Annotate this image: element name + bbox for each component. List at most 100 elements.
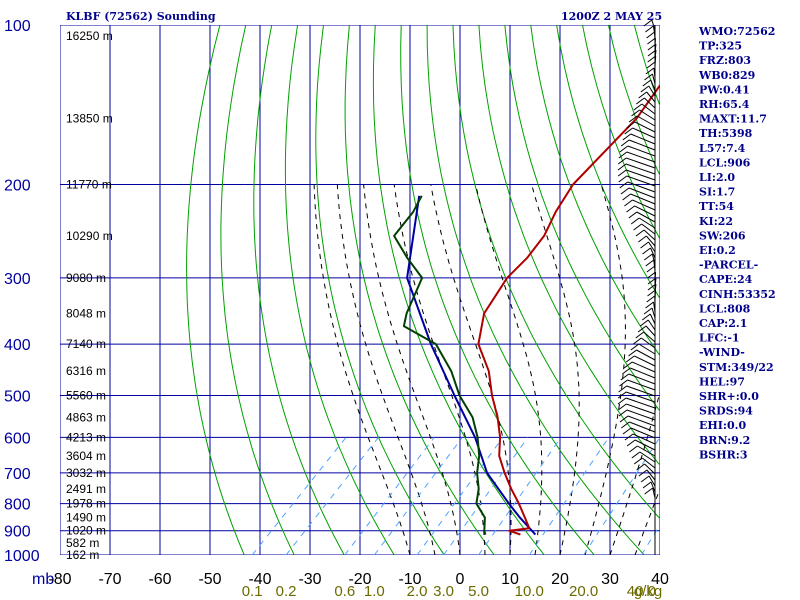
- wind-barb: [651, 307, 656, 319]
- height-label: 4863 m: [66, 410, 106, 424]
- wind-barb: [640, 337, 656, 349]
- wind-barb-flag: [646, 295, 656, 303]
- wind-barb: [630, 367, 656, 379]
- sounding-traces: [393, 83, 660, 536]
- index-value: PW:0.41: [699, 83, 750, 96]
- wind-barb: [631, 361, 656, 373]
- pressure-tick-label: 800: [4, 497, 31, 514]
- index-value: FRZ:803: [699, 54, 751, 67]
- dry-adiabat: [253, 25, 345, 555]
- temp-tick-label: 10: [501, 571, 519, 588]
- wind-barb-flag: [631, 109, 640, 117]
- wind-barb-flag: [622, 133, 632, 141]
- wind-barb-flag: [647, 43, 657, 51]
- mixing-ratio-tick-label: 10.0: [515, 583, 544, 600]
- wind-barb-flag: [647, 289, 656, 297]
- wind-barb-flag: [636, 97, 645, 105]
- wind-barb: [645, 325, 656, 337]
- wind-barb-flag: [645, 25, 654, 33]
- wind-barb-flag: [633, 103, 643, 111]
- wind-barb-flag: [647, 49, 657, 57]
- dry-adiabat: [220, 25, 295, 555]
- index-value: TH:5398: [699, 127, 753, 140]
- index-value: RH:65.4: [699, 98, 750, 111]
- wind-barb: [646, 91, 656, 103]
- wind-barb-flag: [647, 271, 656, 279]
- wind-barb-flag: [636, 463, 645, 471]
- pressure-tick-label: 300: [4, 271, 31, 288]
- temp-tick-label: -70: [98, 571, 121, 588]
- height-label: 3604 m: [66, 449, 106, 463]
- moist-adiabat: [336, 184, 436, 555]
- temp-tick-label: 30: [601, 571, 619, 588]
- wind-barb-column: [617, 19, 657, 555]
- index-panel: WMO:72562 TP:325 FRZ:803 WB0:829 PW:0.41 RH:6…: [698, 25, 776, 461]
- wind-barb: [626, 151, 656, 163]
- wind-barb-flag: [647, 277, 657, 285]
- wind-barb-flag: [625, 355, 635, 363]
- temperature-trace: [477, 83, 660, 536]
- wind-barb-flag: [622, 193, 631, 201]
- height-label: 3032 m: [66, 466, 106, 480]
- wind-barb: [639, 109, 656, 121]
- wind-barb-flag: [640, 241, 649, 249]
- mixing-ratio-tick-label: 20.0: [569, 583, 598, 600]
- index-value: -WIND-: [699, 346, 745, 359]
- index-value: LCL:906: [699, 156, 751, 169]
- index-value: SW:206: [699, 229, 746, 242]
- wind-barb-flag: [624, 127, 633, 135]
- wind-barb-flag: [630, 217, 640, 225]
- temp-tick-label: -20: [348, 571, 371, 588]
- wind-barb: [634, 205, 656, 217]
- wind-barb: [627, 415, 656, 427]
- wind-barb: [625, 391, 656, 403]
- mixing-ratio-tick-label: 1.0: [364, 583, 385, 600]
- height-label: 13850 m: [66, 111, 113, 125]
- wind-barb: [654, 43, 657, 55]
- height-label: 6316 m: [66, 364, 106, 378]
- wind-barb: [639, 451, 656, 463]
- wind-barb-flag: [617, 169, 627, 177]
- wind-barb-flag: [643, 253, 653, 261]
- wind-barb-flag: [619, 145, 629, 153]
- pressure-tick-label: 900: [4, 524, 31, 541]
- wind-barb-flag: [626, 439, 636, 447]
- index-value: TT:54: [699, 200, 734, 213]
- wind-barb: [636, 349, 656, 361]
- wind-barb: [644, 463, 656, 475]
- index-value: CAPE:24: [699, 273, 753, 286]
- mixing-ratio-tick-label: 2.0: [407, 583, 428, 600]
- index-value: EI:0.2: [699, 244, 736, 257]
- wind-barb: [625, 397, 656, 409]
- wind-barb-flag: [643, 307, 653, 315]
- mixing-ratio-unit-label: g/kg: [634, 583, 662, 600]
- wind-barb: [654, 277, 657, 289]
- dewpoint-trace: [393, 195, 487, 535]
- index-value: TP:325: [699, 40, 742, 53]
- index-value: HEL:97: [699, 375, 745, 388]
- chart-title: KLBF (72562) Sounding: [66, 10, 216, 23]
- moist-adiabat: [363, 184, 461, 555]
- wind-barb-flag: [629, 445, 638, 453]
- height-label: 8048 m: [66, 306, 106, 320]
- wind-barb-flag: [624, 433, 634, 441]
- index-value: BRN:9.2: [699, 434, 750, 447]
- adiabat-layer: [186, 25, 660, 555]
- mixing-ratio-line: [373, 437, 463, 555]
- wind-barb: [628, 187, 656, 199]
- wind-barb-flag: [620, 373, 630, 381]
- mixing-ratio-line: [251, 437, 347, 555]
- temp-tick-label: -60: [148, 571, 171, 588]
- wind-barb-flag: [642, 79, 652, 87]
- moist-adiabat: [584, 184, 626, 555]
- index-value: CINH:53352: [699, 288, 776, 301]
- index-value: WB0:829: [698, 69, 755, 82]
- mixing-ratio-tick-label: 0.1: [242, 583, 263, 600]
- dry-adiabat: [530, 25, 660, 357]
- dry-adiabat: [478, 25, 660, 466]
- height-label: 2491 m: [66, 482, 106, 496]
- parcel-trace: [406, 195, 537, 536]
- index-value: SHR+:0.0: [699, 390, 759, 403]
- wind-barb-flag: [645, 301, 654, 309]
